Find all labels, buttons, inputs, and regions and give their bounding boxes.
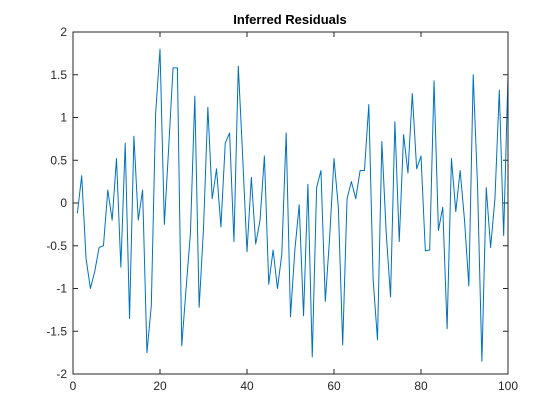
- data-line: [76, 48, 509, 362]
- x-tick-label: 0: [70, 379, 77, 393]
- y-tick-label: -1.5: [46, 324, 67, 338]
- y-tick-label: 1: [60, 111, 67, 125]
- y-tick-label: 1.5: [50, 68, 67, 82]
- y-tick-label: -2: [56, 367, 67, 381]
- x-tick-label: 60: [327, 379, 341, 393]
- x-tick-label: 80: [414, 379, 428, 393]
- x-tick-label: 100: [498, 379, 518, 393]
- y-tick-label: 0.5: [50, 153, 67, 167]
- y-tick-label: -1: [56, 282, 67, 296]
- y-tick-label: -0.5: [46, 239, 67, 253]
- y-tick-label: 0: [60, 196, 67, 210]
- x-tick-label: 40: [240, 379, 254, 393]
- y-tick-label: 2: [60, 25, 67, 39]
- axes-box: [72, 31, 509, 375]
- chart-title: Inferred Residuals: [233, 12, 346, 27]
- plot-area: [73, 32, 508, 374]
- x-tick-label: 20: [153, 379, 167, 393]
